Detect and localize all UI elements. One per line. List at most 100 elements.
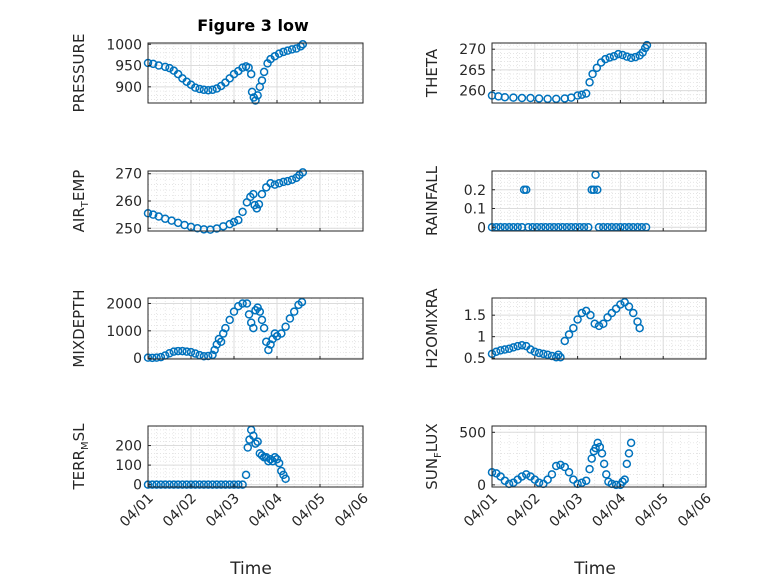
data-point bbox=[292, 44, 301, 53]
y-tick-label: 200 bbox=[115, 439, 142, 455]
data-point bbox=[577, 308, 587, 318]
axes-box bbox=[147, 42, 364, 104]
axes-box bbox=[491, 170, 707, 232]
data-point bbox=[521, 185, 531, 194]
data-point bbox=[589, 185, 599, 194]
data-point bbox=[500, 92, 510, 102]
data-point bbox=[551, 461, 561, 471]
data-point bbox=[602, 470, 611, 479]
x-tick-label: 04/05 bbox=[289, 491, 329, 531]
data-point bbox=[587, 454, 596, 463]
x-tick-label: 04/03 bbox=[203, 491, 243, 531]
data-point bbox=[618, 477, 627, 486]
data-point bbox=[593, 185, 602, 194]
y-axis-label: MIXDEPTH bbox=[70, 289, 88, 367]
data-point bbox=[496, 472, 505, 481]
y-tick-label: 100 bbox=[115, 458, 142, 474]
data-point bbox=[173, 69, 183, 79]
data-point bbox=[614, 49, 623, 59]
plot-area bbox=[492, 171, 706, 231]
data-point bbox=[274, 458, 284, 468]
data-point bbox=[251, 96, 260, 105]
data-point bbox=[249, 431, 258, 441]
data-point bbox=[492, 347, 501, 356]
subplot-4: 0 0.1 0.2 RAINFALL bbox=[423, 165, 707, 236]
data-point bbox=[270, 51, 280, 61]
data-point bbox=[225, 74, 234, 83]
data-point bbox=[165, 349, 174, 358]
data-point bbox=[199, 480, 209, 489]
y-tick-label: 1000 bbox=[106, 37, 142, 53]
x-tick-label: 04/06 bbox=[332, 490, 372, 530]
y-tick-label: 2000 bbox=[106, 296, 142, 312]
data-point bbox=[212, 84, 222, 93]
data-point bbox=[203, 480, 213, 489]
data-point bbox=[249, 323, 258, 333]
data-point bbox=[585, 464, 594, 474]
data-point bbox=[264, 456, 273, 466]
subplot-6: 0.5 1 1.5 H2OMIXRA bbox=[423, 288, 707, 369]
data-point bbox=[165, 63, 174, 73]
data-point bbox=[191, 480, 200, 489]
data-point bbox=[252, 204, 262, 213]
data-point bbox=[238, 480, 247, 489]
data-point bbox=[509, 343, 518, 352]
data-point bbox=[199, 352, 209, 361]
data-point bbox=[628, 308, 638, 318]
data-point bbox=[594, 321, 604, 331]
data-point bbox=[603, 313, 612, 322]
subplot-2: 260 265 270 THETA bbox=[423, 40, 707, 104]
data-point bbox=[257, 76, 267, 85]
data-point bbox=[244, 310, 254, 319]
data-point bbox=[191, 83, 200, 92]
data-point bbox=[195, 480, 204, 489]
y-axis-label: AIRTEMP bbox=[70, 170, 91, 233]
x-tick-label: 04/05 bbox=[632, 491, 672, 531]
data-point bbox=[569, 475, 578, 484]
y-tick-label: 0 bbox=[477, 478, 486, 494]
data-point bbox=[564, 468, 574, 477]
data-point bbox=[191, 349, 200, 358]
data-point bbox=[178, 480, 187, 489]
data-point bbox=[526, 93, 535, 103]
axes-box bbox=[147, 297, 364, 360]
data-point bbox=[591, 443, 600, 453]
data-point bbox=[208, 480, 217, 489]
data-point bbox=[551, 94, 561, 104]
data-point bbox=[225, 480, 234, 489]
data-point bbox=[585, 78, 594, 87]
x-tick-label: 04/03 bbox=[547, 491, 587, 531]
data-point bbox=[581, 476, 591, 485]
data-point bbox=[547, 470, 557, 479]
data-point bbox=[500, 345, 510, 354]
y-tick-label: 1.5 bbox=[464, 308, 486, 324]
data-point bbox=[257, 315, 267, 325]
data-point bbox=[229, 307, 239, 316]
data-point bbox=[607, 308, 617, 318]
plot-area bbox=[148, 426, 363, 487]
data-point bbox=[581, 89, 591, 98]
x-tick-label: 04/01 bbox=[117, 491, 157, 531]
axes-box bbox=[491, 425, 707, 488]
y-tick-label: 260 bbox=[115, 194, 142, 210]
data-point bbox=[509, 93, 518, 102]
data-point bbox=[266, 179, 275, 188]
data-point bbox=[564, 330, 574, 339]
data-point bbox=[216, 337, 226, 347]
data-point bbox=[534, 478, 544, 488]
data-point bbox=[251, 439, 260, 448]
plot-area bbox=[492, 43, 706, 103]
data-point bbox=[622, 459, 632, 469]
data-point bbox=[257, 189, 267, 199]
data-point bbox=[642, 40, 652, 50]
x-tick-label: 04/01 bbox=[461, 491, 501, 531]
data-point bbox=[208, 350, 217, 360]
y-axis-label: RAINFALL bbox=[423, 165, 441, 236]
subplot-5: 0 1000 2000 MIXDEPTH bbox=[70, 289, 364, 368]
y-tick-label: 0 bbox=[133, 478, 142, 494]
data-point bbox=[624, 449, 634, 458]
data-point bbox=[257, 451, 267, 460]
x-tick-label: 04/02 bbox=[160, 491, 200, 531]
data-point bbox=[241, 470, 251, 480]
y-tick-label: 500 bbox=[459, 425, 486, 441]
